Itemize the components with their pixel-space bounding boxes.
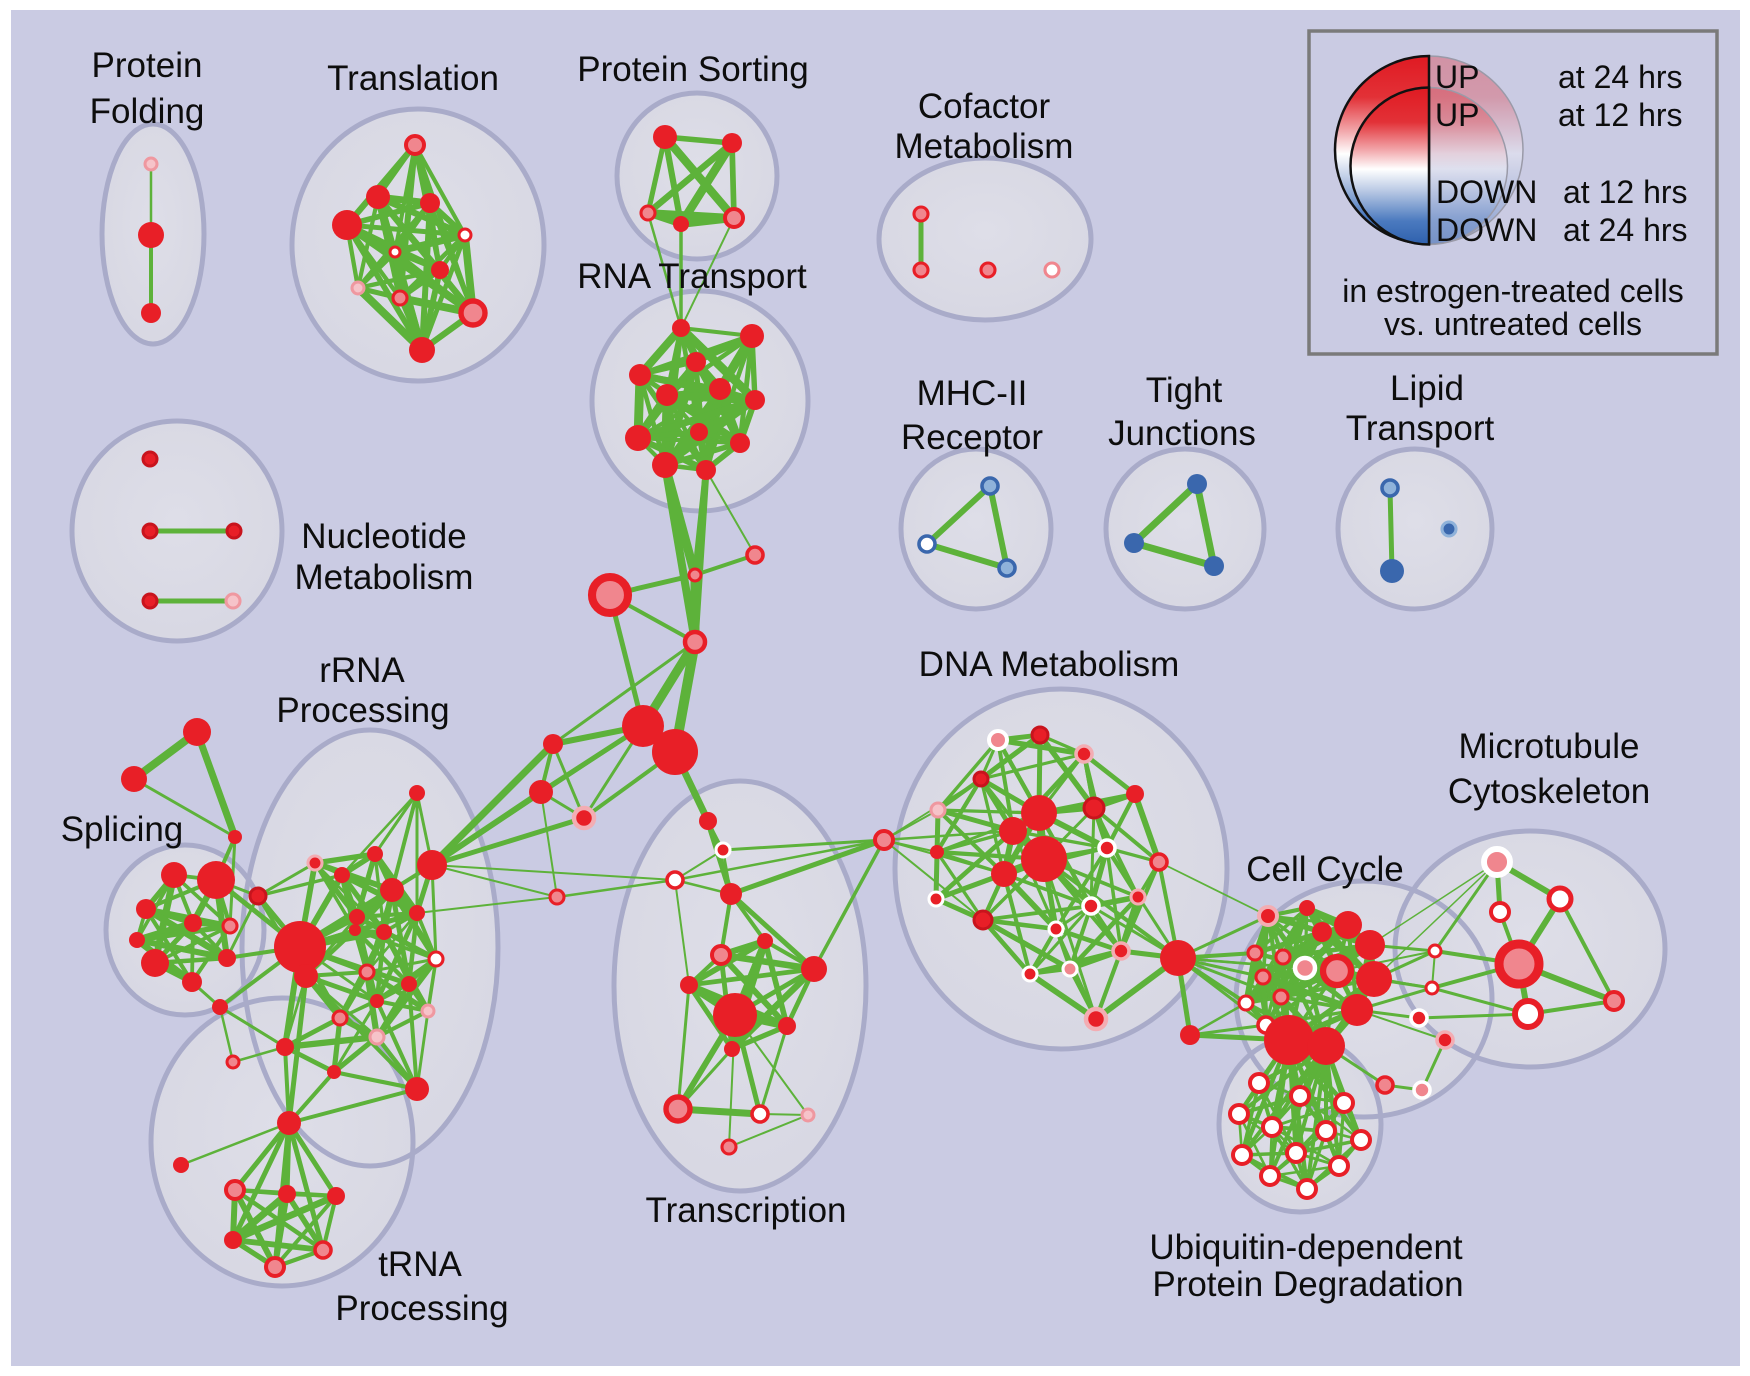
svg-text:Cofactor: Cofactor [918,87,1051,126]
svg-text:DOWN: DOWN [1436,174,1537,210]
svg-text:Cytoskeleton: Cytoskeleton [1448,772,1650,811]
svg-text:MHC-II: MHC-II [917,374,1028,413]
svg-text:Transcription: Transcription [646,1191,847,1230]
svg-text:Processing: Processing [276,691,449,730]
svg-text:Protein: Protein [92,46,203,85]
svg-text:UP: UP [1435,97,1479,133]
svg-text:at 12 hrs: at 12 hrs [1563,174,1688,210]
svg-text:Ubiquitin-dependent: Ubiquitin-dependent [1149,1228,1463,1267]
svg-text:Junctions: Junctions [1108,414,1256,453]
svg-text:vs. untreated cells: vs. untreated cells [1384,306,1642,342]
svg-text:in estrogen-treated cells: in estrogen-treated cells [1342,273,1684,309]
svg-text:RNA Transport: RNA Transport [577,257,807,296]
svg-text:UP: UP [1435,59,1479,95]
svg-text:Tight: Tight [1146,371,1223,410]
svg-text:Transport: Transport [1346,409,1495,448]
svg-text:Protein Sorting: Protein Sorting [577,50,809,89]
svg-text:Microtubule: Microtubule [1459,727,1640,766]
svg-text:at 24 hrs: at 24 hrs [1558,59,1683,95]
svg-text:DNA Metabolism: DNA Metabolism [919,645,1180,684]
svg-text:Receptor: Receptor [901,418,1043,457]
svg-text:Protein Degradation: Protein Degradation [1152,1265,1463,1304]
svg-text:Translation: Translation [327,59,499,98]
svg-text:Processing: Processing [335,1289,508,1328]
svg-text:Folding: Folding [90,92,205,131]
svg-text:Splicing: Splicing [61,810,184,849]
svg-text:tRNA: tRNA [378,1245,462,1284]
svg-text:at 24 hrs: at 24 hrs [1563,212,1688,248]
svg-text:Metabolism: Metabolism [295,558,474,597]
svg-text:rRNA: rRNA [319,651,405,690]
svg-text:Cell Cycle: Cell Cycle [1246,850,1404,889]
svg-text:DOWN: DOWN [1436,212,1537,248]
svg-text:Metabolism: Metabolism [895,127,1074,166]
svg-text:Nucleotide: Nucleotide [301,517,466,556]
svg-text:at 12 hrs: at 12 hrs [1558,97,1683,133]
svg-text:Lipid: Lipid [1390,369,1464,408]
